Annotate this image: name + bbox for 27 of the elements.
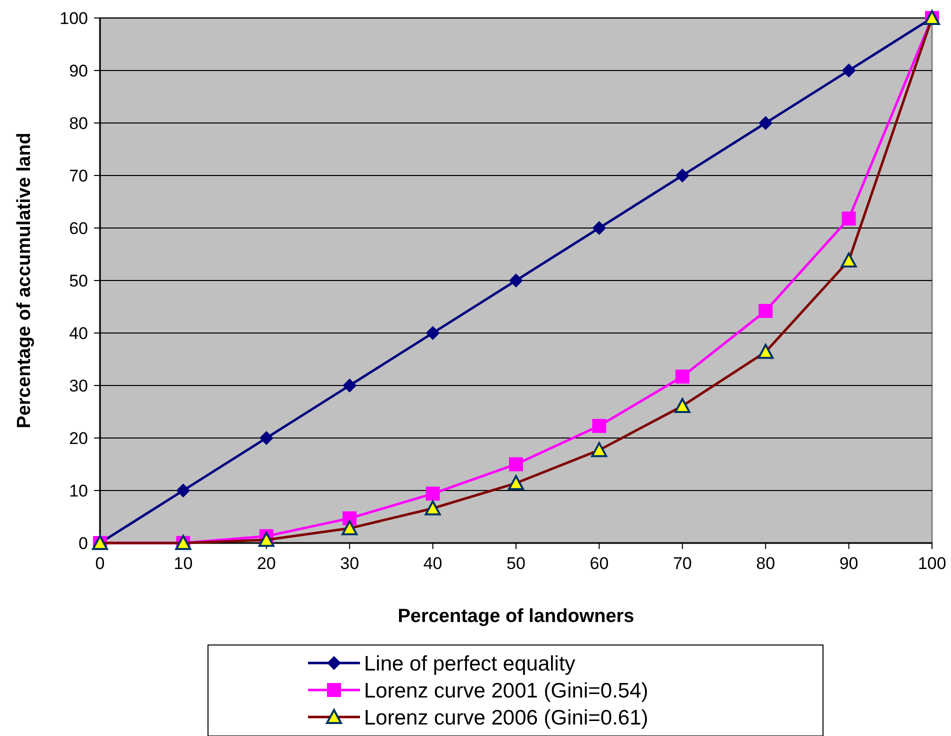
y-tick-label: 80 <box>69 114 88 133</box>
y-tick-label: 30 <box>69 376 88 396</box>
y-tick-label: 60 <box>69 218 88 238</box>
y-tick-label: 70 <box>69 166 88 186</box>
x-tick-label: 30 <box>340 554 360 574</box>
y-tick-label: 0 <box>78 534 88 553</box>
y-tick-label: 50 <box>69 271 88 290</box>
y-tick-label: 10 <box>69 481 88 500</box>
y-tick-label: 20 <box>69 428 88 448</box>
legend-label: Lorenz curve 2006 (Gini=0.61) <box>364 706 648 730</box>
legend-label: Lorenz curve 2001 (Gini=0.54) <box>364 679 648 702</box>
x-tick-label: 10 <box>174 554 193 574</box>
y-tick-label: 100 <box>60 8 88 28</box>
x-tick-label: 90 <box>839 554 858 574</box>
x-tick-label: 0 <box>95 554 105 574</box>
x-tick-label: 20 <box>256 554 276 574</box>
x-tick-label: 70 <box>672 554 692 574</box>
x-tick-label: 40 <box>423 554 442 574</box>
x-axis-title: Percentage of landowners <box>398 606 634 627</box>
x-tick-label: 100 <box>918 554 946 574</box>
y-tick-label: 40 <box>69 324 88 343</box>
legend-label: Line of perfect equality <box>364 652 576 676</box>
x-tick-label: 60 <box>590 554 609 574</box>
y-axis-title: Percentage of accumulative land <box>14 132 35 428</box>
x-tick-label: 50 <box>506 554 526 574</box>
x-tick-label: 80 <box>756 554 776 574</box>
y-tick-label: 90 <box>69 61 88 80</box>
